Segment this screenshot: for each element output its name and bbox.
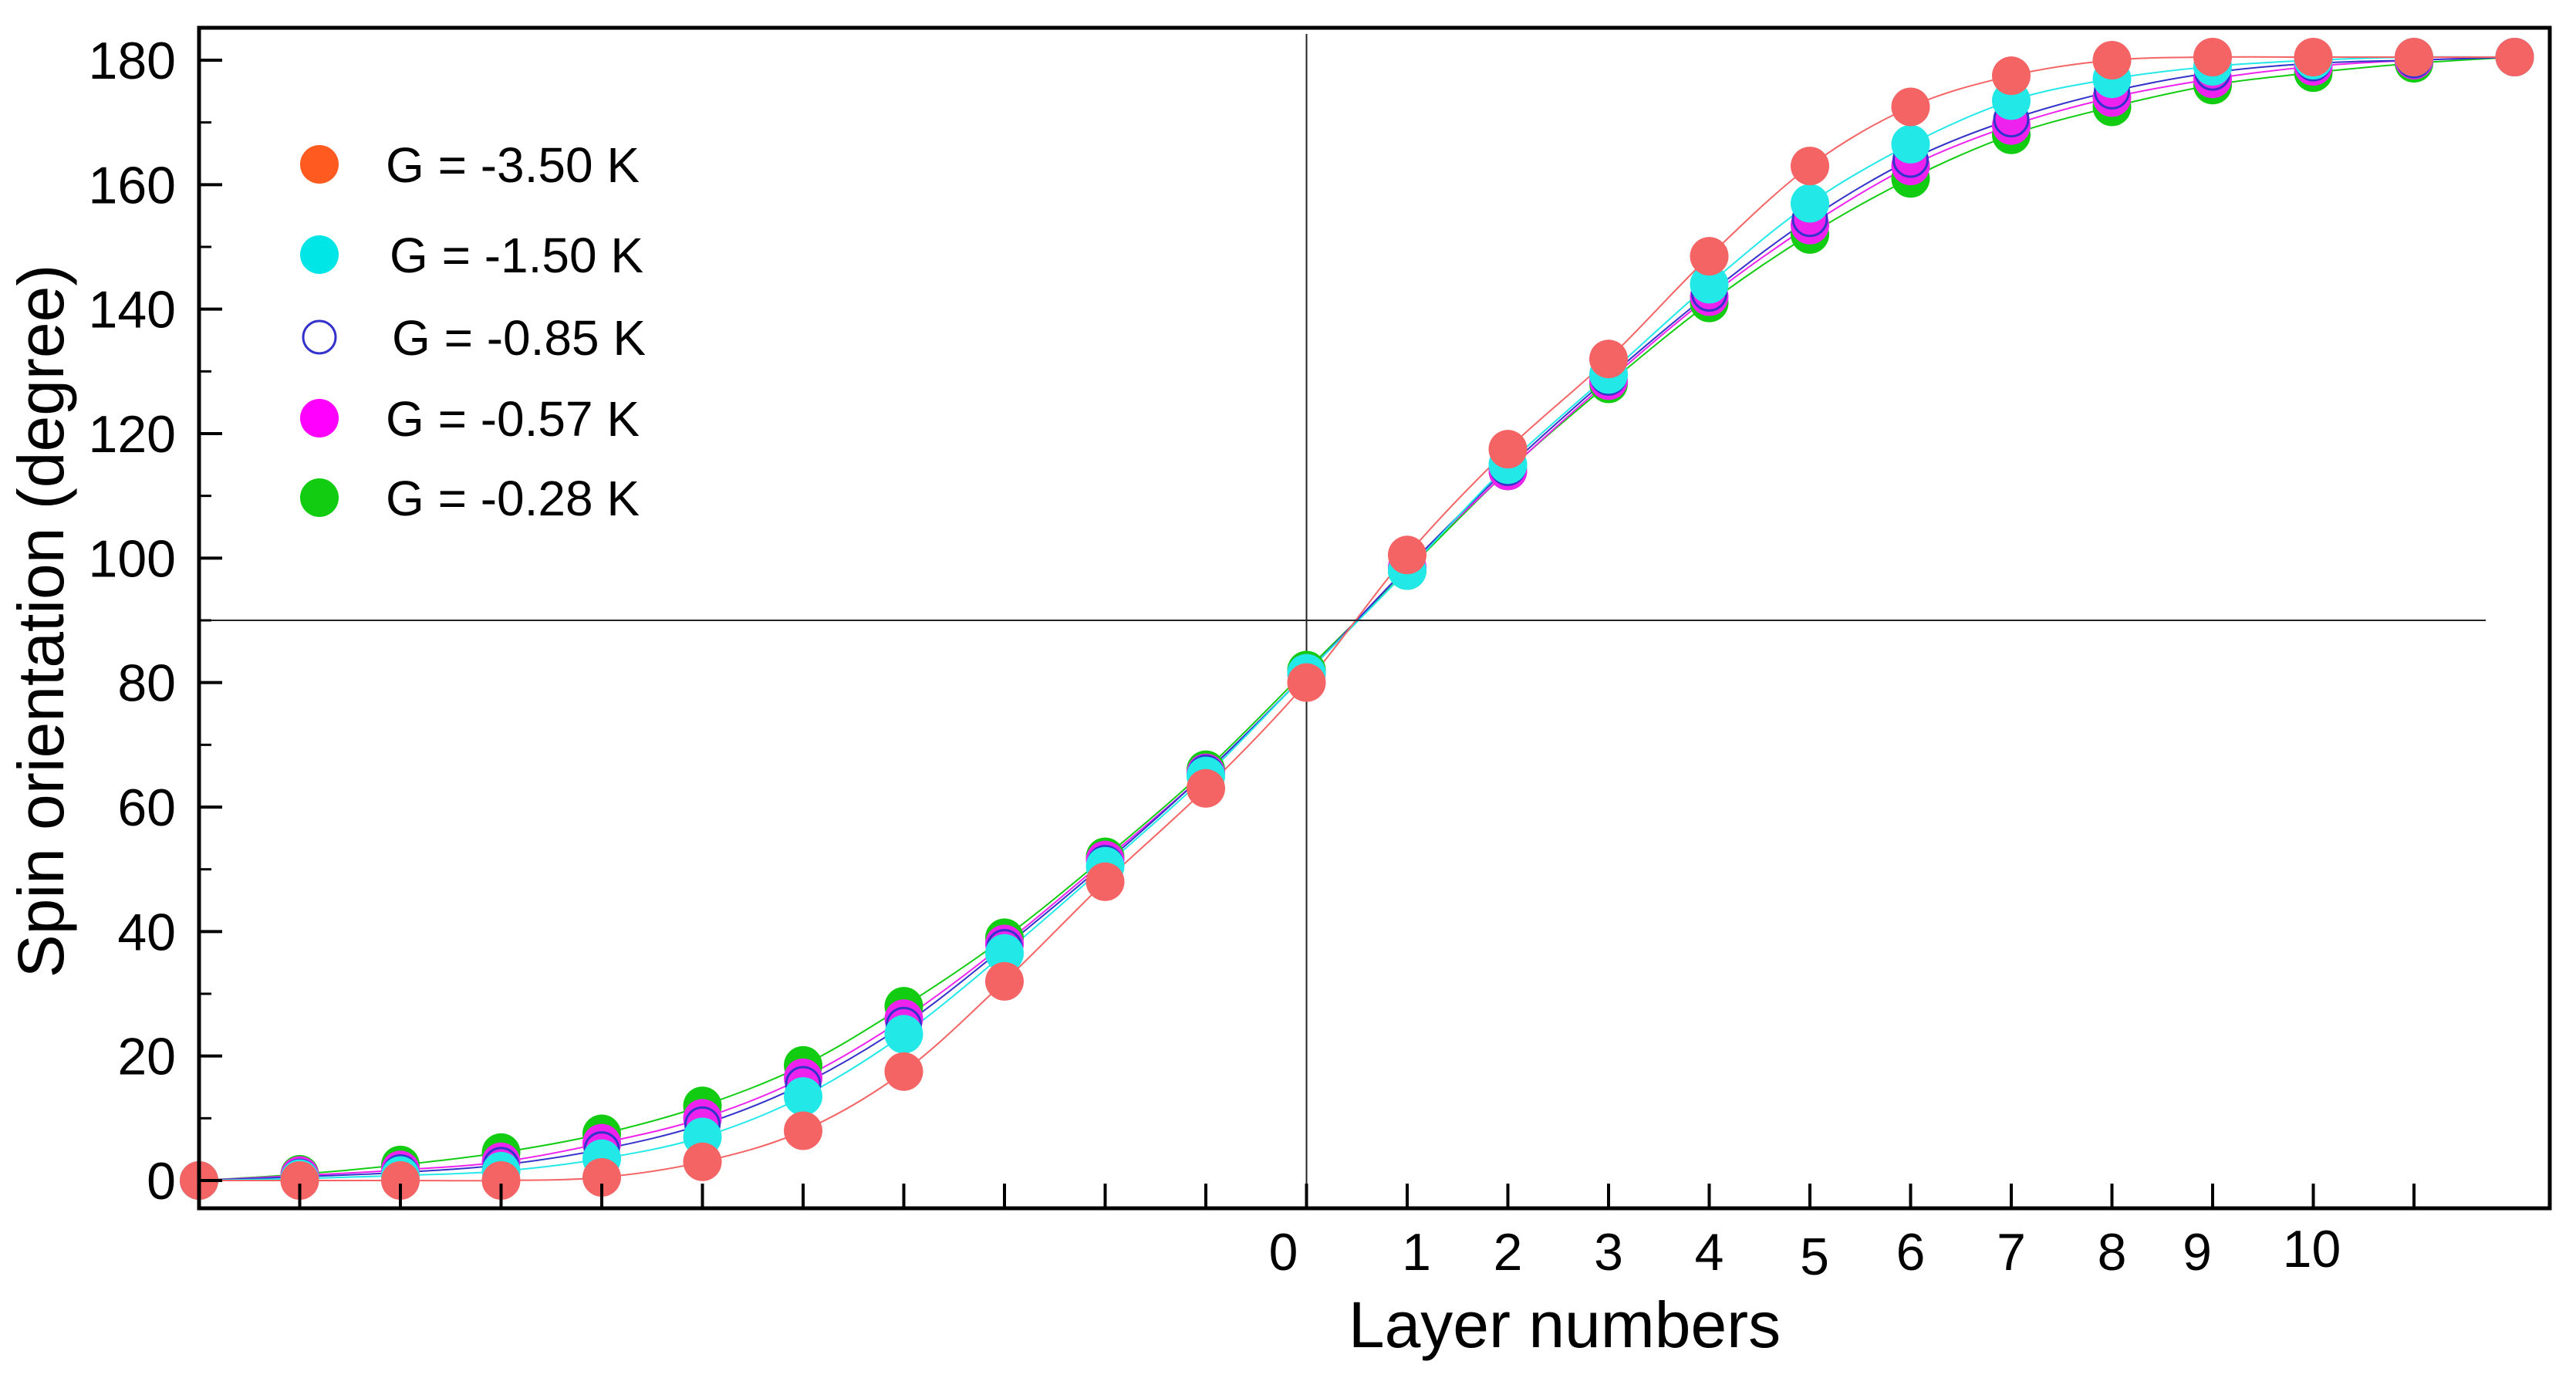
data-point: [985, 961, 1024, 1001]
data-point: [2495, 37, 2534, 76]
x-tick-label: 0: [1269, 1223, 1298, 1282]
data-point: [1085, 862, 1125, 901]
y-tick-label: 100: [89, 529, 176, 588]
x-tick-label: 8: [2098, 1223, 2127, 1282]
y-tick-label: 0: [147, 1152, 176, 1211]
x-axis-title: Layer numbers: [1349, 1289, 1781, 1361]
y-tick-label: 160: [89, 156, 176, 214]
legend-marker: [302, 319, 337, 355]
data-point: [784, 1077, 822, 1116]
x-tick-label: 2: [1494, 1223, 1523, 1282]
data-point: [1791, 147, 1829, 186]
data-point: [1690, 265, 1729, 304]
data-point: [481, 1161, 521, 1200]
legend-marker: [300, 235, 339, 274]
x-tick-label: 4: [1695, 1223, 1724, 1282]
data-point: [2395, 37, 2433, 76]
legend-label: G = -3.50 K: [386, 137, 640, 193]
data-point: [1589, 339, 1628, 379]
legend-label: G = -0.28 K: [386, 471, 640, 526]
x-tick-label: 3: [1594, 1223, 1623, 1282]
data-point: [1992, 56, 2031, 96]
data-point: [280, 1161, 319, 1200]
plot-frame: [197, 25, 2552, 1211]
data-point: [1388, 535, 1426, 575]
data-point: [1187, 768, 1225, 808]
x-tick-label: 9: [2183, 1223, 2212, 1282]
legend-marker: [300, 478, 339, 517]
x-tick-label: 1: [1402, 1223, 1431, 1282]
series-lines: [198, 56, 2515, 1182]
y-tick-label: 20: [117, 1028, 176, 1086]
data-point: [1287, 663, 1326, 702]
y-tick-label: 140: [89, 281, 176, 339]
x-tick-label: 5: [1800, 1228, 1829, 1286]
legend-label: G = -0.57 K: [386, 391, 640, 447]
data-point: [1791, 184, 1829, 223]
y-tick-label: 60: [117, 779, 176, 837]
x-axis-ticks: 0 1 2 3 4 5 6 7 8 9 10: [298, 1184, 2416, 1286]
data-point: [1690, 237, 1729, 276]
y-tick-label: 40: [117, 903, 176, 961]
series-line: [198, 56, 2515, 1182]
x-tick-label: 6: [1896, 1223, 1926, 1282]
data-point: [683, 1142, 722, 1181]
data-points: [180, 37, 2534, 1200]
data-point: [1891, 87, 1930, 127]
data-point: [884, 1052, 923, 1091]
data-point: [985, 934, 1024, 973]
x-tick-label: 7: [1997, 1223, 2026, 1282]
data-point: [1488, 430, 1528, 469]
y-axis-title: Spin orientation (degree): [5, 265, 77, 978]
y-tick-label: 120: [89, 405, 176, 464]
legend-label: G = -1.50 K: [390, 228, 643, 283]
x-tick-label: 10: [2283, 1220, 2341, 1278]
legend-marker: [300, 145, 339, 184]
data-point: [2092, 41, 2132, 79]
legend: G = -3.50 K G = -1.50 K G = -0.85 K G = -0.…: [300, 137, 646, 526]
y-axis-ticks: 0 20 40 60 80 100 120 140 160 180: [89, 32, 222, 1211]
y-tick-label: 180: [89, 32, 176, 90]
data-point: [381, 1161, 420, 1200]
data-point: [2193, 37, 2232, 76]
data-point: [2294, 37, 2333, 76]
data-point: [784, 1111, 822, 1150]
y-tick-label: 80: [117, 654, 176, 713]
data-point: [1891, 124, 1930, 164]
data-point: [582, 1157, 621, 1197]
legend-label: G = -0.85 K: [392, 310, 646, 366]
crosshair-lines: [199, 34, 2486, 1208]
legend-marker: [300, 399, 339, 437]
data-point: [884, 1015, 923, 1054]
